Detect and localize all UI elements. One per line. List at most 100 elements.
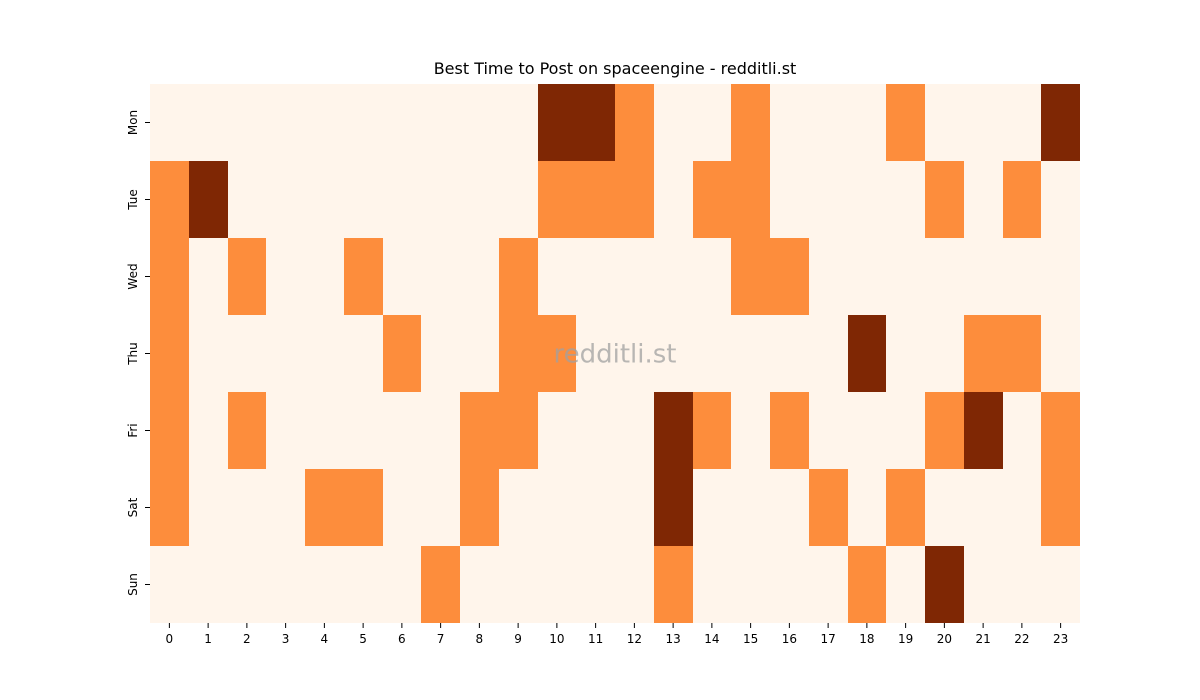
heatmap-cell-tue-16 xyxy=(770,161,809,238)
heatmap-cell-sun-23 xyxy=(1041,546,1080,623)
y-tick-label-sat: Sat xyxy=(126,497,140,517)
heatmap-cell-sat-3 xyxy=(266,469,305,546)
heatmap-cell-wed-15 xyxy=(731,238,770,315)
heatmap-cell-sat-17 xyxy=(809,469,848,546)
heatmap-cell-thu-14 xyxy=(693,315,731,392)
heatmap-cell-fri-19 xyxy=(886,392,925,469)
heatmap-cell-tue-7 xyxy=(421,161,460,238)
heatmap-cell-wed-16 xyxy=(770,238,809,315)
heatmap-cell-wed-6 xyxy=(383,238,421,315)
heatmap-cell-mon-10 xyxy=(538,84,576,161)
heatmap-cell-mon-7 xyxy=(421,84,460,161)
x-tick-label-15: 15 xyxy=(743,632,758,646)
heatmap-cell-wed-9 xyxy=(499,238,538,315)
heatmap-cell-wed-14 xyxy=(693,238,731,315)
heatmap-cell-fri-13 xyxy=(654,392,693,469)
heatmap-cell-mon-9 xyxy=(499,84,538,161)
heatmap-cell-sat-2 xyxy=(228,469,266,546)
heatmap-cell-fri-0 xyxy=(150,392,189,469)
heatmap-cell-tue-19 xyxy=(886,161,925,238)
heatmap-cell-tue-4 xyxy=(305,161,344,238)
heatmap-cell-fri-7 xyxy=(421,392,460,469)
heatmap-cell-sat-13 xyxy=(654,469,693,546)
heatmap-cell-fri-8 xyxy=(460,392,499,469)
y-tick-label-fri: Fri xyxy=(126,423,140,437)
x-tick-label-11: 11 xyxy=(588,632,603,646)
x-tick-label-17: 17 xyxy=(820,632,835,646)
chart-title: Best Time to Post on spaceengine - reddi… xyxy=(433,59,797,78)
heatmap-cell-fri-6 xyxy=(383,392,421,469)
x-tick-label-16: 16 xyxy=(782,632,797,646)
heatmap-cell-wed-10 xyxy=(538,238,576,315)
heatmap-cell-wed-20 xyxy=(925,238,964,315)
heatmap-cell-sun-4 xyxy=(305,546,344,623)
heatmap-cell-sat-6 xyxy=(383,469,421,546)
y-tick-label-sun: Sun xyxy=(126,573,140,596)
heatmap-cell-sun-11 xyxy=(576,546,615,623)
heatmap-cell-tue-18 xyxy=(848,161,886,238)
heatmap-cell-sat-11 xyxy=(576,469,615,546)
heatmap-cell-mon-12 xyxy=(615,84,654,161)
x-tick-label-20: 20 xyxy=(937,632,952,646)
x-tick-label-1: 1 xyxy=(204,632,212,646)
heatmap-cell-sun-13 xyxy=(654,546,693,623)
heatmap-cell-thu-19 xyxy=(886,315,925,392)
heatmap-cell-tue-9 xyxy=(499,161,538,238)
heatmap-cell-sat-9 xyxy=(499,469,538,546)
heatmap-cell-thu-10 xyxy=(538,315,576,392)
heatmap-cell-wed-19 xyxy=(886,238,925,315)
heatmap-cell-sun-1 xyxy=(189,546,228,623)
x-tick-label-12: 12 xyxy=(627,632,642,646)
heatmap-cell-fri-10 xyxy=(538,392,576,469)
x-tick-label-21: 21 xyxy=(975,632,990,646)
heatmap-cell-mon-6 xyxy=(383,84,421,161)
heatmap-cell-tue-21 xyxy=(964,161,1003,238)
heatmap-cell-sun-7 xyxy=(421,546,460,623)
heatmap-cell-mon-14 xyxy=(693,84,731,161)
heatmap-cell-sat-21 xyxy=(964,469,1003,546)
heatmap-cell-sun-18 xyxy=(848,546,886,623)
heatmap-cell-tue-14 xyxy=(693,161,731,238)
heatmap-cell-sun-21 xyxy=(964,546,1003,623)
x-tick-label-0: 0 xyxy=(166,632,174,646)
watermark-text: redditli.st xyxy=(554,340,677,370)
heatmap-cell-sat-23 xyxy=(1041,469,1080,546)
heatmap-cell-sat-7 xyxy=(421,469,460,546)
heatmap-cell-wed-7 xyxy=(421,238,460,315)
heatmap-cell-sun-3 xyxy=(266,546,305,623)
heatmap-cell-tue-8 xyxy=(460,161,499,238)
x-tick-label-7: 7 xyxy=(437,632,445,646)
heatmap-cell-sat-12 xyxy=(615,469,654,546)
x-tick-label-14: 14 xyxy=(704,632,719,646)
heatmap-cell-fri-23 xyxy=(1041,392,1080,469)
heatmap-cell-sat-1 xyxy=(189,469,228,546)
x-tick-label-18: 18 xyxy=(859,632,874,646)
heatmap-cell-mon-2 xyxy=(228,84,266,161)
x-tick-label-22: 22 xyxy=(1014,632,1029,646)
heatmap-cell-thu-13 xyxy=(654,315,693,392)
heatmap-cell-thu-12 xyxy=(615,315,654,392)
heatmap-cell-fri-17 xyxy=(809,392,848,469)
heatmap-cell-mon-8 xyxy=(460,84,499,161)
heatmap-cell-wed-21 xyxy=(964,238,1003,315)
heatmap-cell-sat-8 xyxy=(460,469,499,546)
heatmap-cell-tue-10 xyxy=(538,161,576,238)
heatmap-cell-sun-17 xyxy=(809,546,848,623)
heatmap-cell-wed-11 xyxy=(576,238,615,315)
heatmap-cell-sat-5 xyxy=(344,469,383,546)
heatmap-cell-mon-16 xyxy=(770,84,809,161)
heatmap-cell-fri-9 xyxy=(499,392,538,469)
heatmap-cell-sat-15 xyxy=(731,469,770,546)
heatmap-cell-thu-16 xyxy=(770,315,809,392)
heatmap-cell-tue-20 xyxy=(925,161,964,238)
heatmap-cell-fri-22 xyxy=(1003,392,1041,469)
heatmap-cell-fri-5 xyxy=(344,392,383,469)
heatmap-cell-wed-23 xyxy=(1041,238,1080,315)
x-tick-label-9: 9 xyxy=(514,632,522,646)
heatmap-cell-tue-15 xyxy=(731,161,770,238)
heatmap-cell-thu-23 xyxy=(1041,315,1080,392)
heatmap-cell-mon-20 xyxy=(925,84,964,161)
heatmap-cell-fri-11 xyxy=(576,392,615,469)
x-tick-label-2: 2 xyxy=(243,632,251,646)
